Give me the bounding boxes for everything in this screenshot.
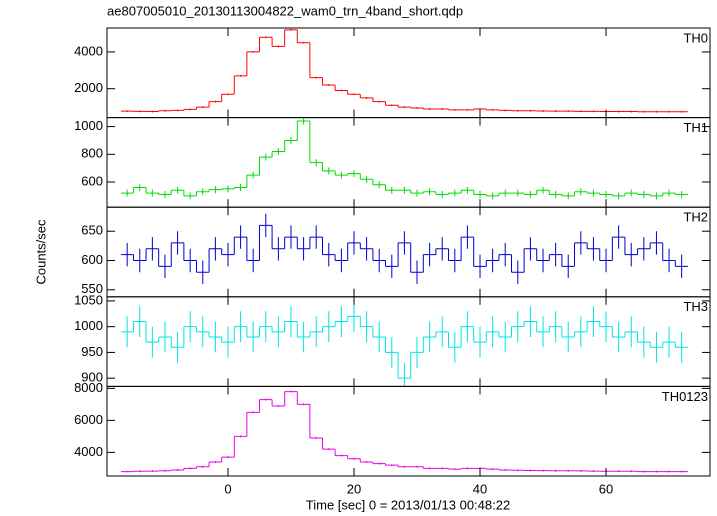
- y-axis-label: Counts/sec: [33, 219, 48, 285]
- panel-label: TH2: [683, 210, 708, 225]
- panel-label: TH0123: [662, 389, 708, 404]
- x-axis-label: Time [sec] 0 = 2013/01/13 00:48:22: [306, 497, 510, 512]
- panel-label: TH0: [683, 30, 708, 45]
- y-tick-label: 6000: [74, 412, 103, 427]
- chart-title: ae807005010_20130113004822_wam0_trn_4ban…: [107, 3, 463, 18]
- y-tick-label: 600: [81, 252, 103, 267]
- y-tick-label: 4000: [74, 43, 103, 58]
- y-tick-label: 600: [81, 173, 103, 188]
- panel: [120, 300, 688, 387]
- y-tick-label: 1050: [74, 292, 103, 307]
- panel-frame: [106, 117, 711, 208]
- y-tick-label: 1000: [74, 318, 103, 333]
- panel-frame: [106, 296, 711, 387]
- y-tick-label: 1000: [74, 118, 103, 133]
- y-tick-label: 800: [81, 146, 103, 161]
- panel-label: TH3: [683, 299, 708, 314]
- y-tick-label: 950: [81, 344, 103, 359]
- x-tick-label: 20: [347, 481, 361, 496]
- panel: [120, 117, 688, 200]
- x-tick-label: 40: [473, 481, 487, 496]
- x-tick-label: 60: [599, 481, 613, 496]
- panel-frame: [106, 385, 711, 477]
- y-tick-label: 2000: [74, 80, 103, 95]
- y-tick-label: 900: [81, 370, 103, 385]
- panel: [120, 213, 688, 284]
- panel-frame: [106, 27, 711, 119]
- x-tick-label: 0: [224, 481, 231, 496]
- panel-label: TH1: [683, 120, 708, 135]
- y-tick-label: 4000: [74, 444, 103, 459]
- y-tick-label: 650: [81, 223, 103, 238]
- panel: [120, 390, 688, 473]
- y-tick-label: 550: [81, 281, 103, 296]
- panel: [120, 28, 688, 113]
- panel-frame: [106, 206, 711, 298]
- y-tick-label: 8000: [74, 380, 103, 395]
